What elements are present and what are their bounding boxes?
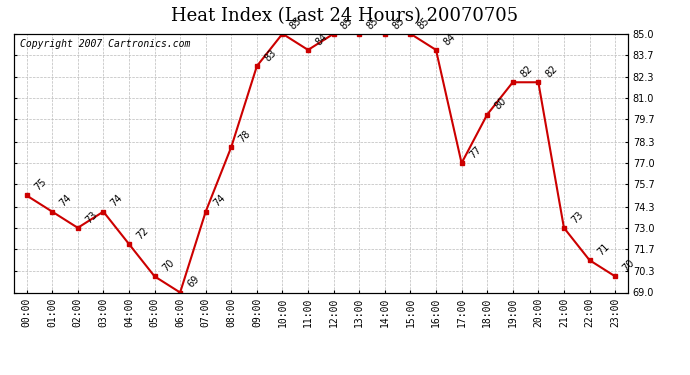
Text: 85: 85: [339, 15, 355, 31]
Text: 85: 85: [416, 15, 432, 31]
Text: 82: 82: [544, 64, 560, 80]
Text: Copyright 2007 Cartronics.com: Copyright 2007 Cartronics.com: [20, 39, 190, 49]
Text: 74: 74: [58, 193, 74, 209]
Text: 80: 80: [493, 96, 509, 112]
Text: Heat Index (Last 24 Hours) 20070705: Heat Index (Last 24 Hours) 20070705: [171, 8, 519, 26]
Text: 72: 72: [135, 225, 150, 241]
Text: 83: 83: [262, 48, 278, 63]
Text: 85: 85: [365, 15, 381, 31]
Text: 73: 73: [569, 209, 585, 225]
Text: 74: 74: [211, 193, 227, 209]
Text: 73: 73: [83, 209, 99, 225]
Text: 69: 69: [186, 274, 201, 290]
Text: 84: 84: [442, 32, 457, 47]
Text: 84: 84: [314, 32, 329, 47]
Text: 70: 70: [160, 258, 176, 273]
Text: 75: 75: [32, 177, 48, 193]
Text: 70: 70: [621, 258, 636, 273]
Text: 71: 71: [595, 242, 611, 257]
Text: 85: 85: [391, 15, 406, 31]
Text: 82: 82: [518, 64, 534, 80]
Text: 85: 85: [288, 15, 304, 31]
Text: 74: 74: [109, 193, 125, 209]
Text: 78: 78: [237, 128, 253, 144]
Text: 77: 77: [467, 144, 483, 160]
